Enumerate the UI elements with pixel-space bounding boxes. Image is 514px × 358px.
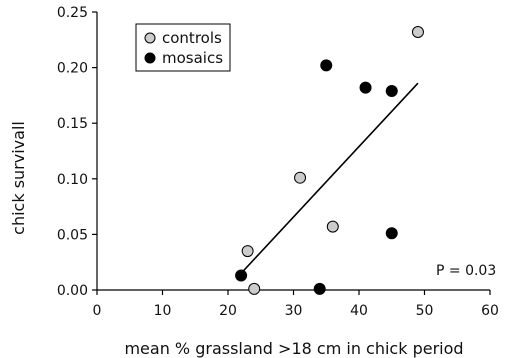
x-axis-title: mean % grassland >18 cm in chick period — [124, 339, 463, 358]
point-controls — [248, 282, 261, 295]
y-tick-label: 0.15 — [57, 116, 88, 132]
point-mosaics — [313, 282, 326, 295]
y-axis-title: chick survivall — [9, 121, 28, 235]
x-tick-label: 60 — [481, 303, 499, 319]
data-points — [235, 26, 424, 295]
y-tick-label: 0.25 — [57, 5, 88, 21]
point-controls — [241, 245, 254, 258]
x-tick-label: 50 — [416, 303, 434, 319]
legend: controls mosaics — [135, 23, 231, 72]
legend-marker-mosaics — [144, 52, 156, 64]
x-tick-label: 0 — [93, 303, 102, 319]
x-ticks: 0 10 20 30 40 50 60 — [93, 290, 499, 319]
y-tick-label: 0.20 — [57, 61, 88, 77]
point-mosaics — [235, 269, 248, 282]
y-tick-label: 0.05 — [57, 227, 88, 243]
x-tick-label: 40 — [350, 303, 368, 319]
y-tick-label: 0.00 — [57, 283, 88, 299]
point-mosaics — [385, 84, 398, 97]
trend-line — [240, 82, 419, 274]
y-ticks: 0.00 0.05 0.10 0.15 0.20 0.25 — [57, 5, 97, 299]
legend-marker-controls — [144, 32, 156, 44]
p-value-annotation: P = 0.03 — [436, 263, 496, 279]
x-tick-label: 10 — [154, 303, 172, 319]
x-tick-label: 20 — [219, 303, 237, 319]
axes: 0.00 0.05 0.10 0.15 0.20 0.25 0 10 20 30 40 50 60 — [57, 5, 499, 319]
point-mosaics — [385, 227, 398, 240]
point-controls — [294, 171, 307, 184]
legend-label-mosaics: mosaics — [162, 49, 223, 67]
point-mosaics — [359, 81, 372, 94]
point-controls — [326, 220, 339, 233]
x-tick-label: 30 — [285, 303, 303, 319]
y-tick-label: 0.10 — [57, 172, 88, 188]
point-controls — [411, 26, 424, 39]
legend-label-controls: controls — [162, 29, 222, 47]
point-mosaics — [320, 59, 333, 72]
